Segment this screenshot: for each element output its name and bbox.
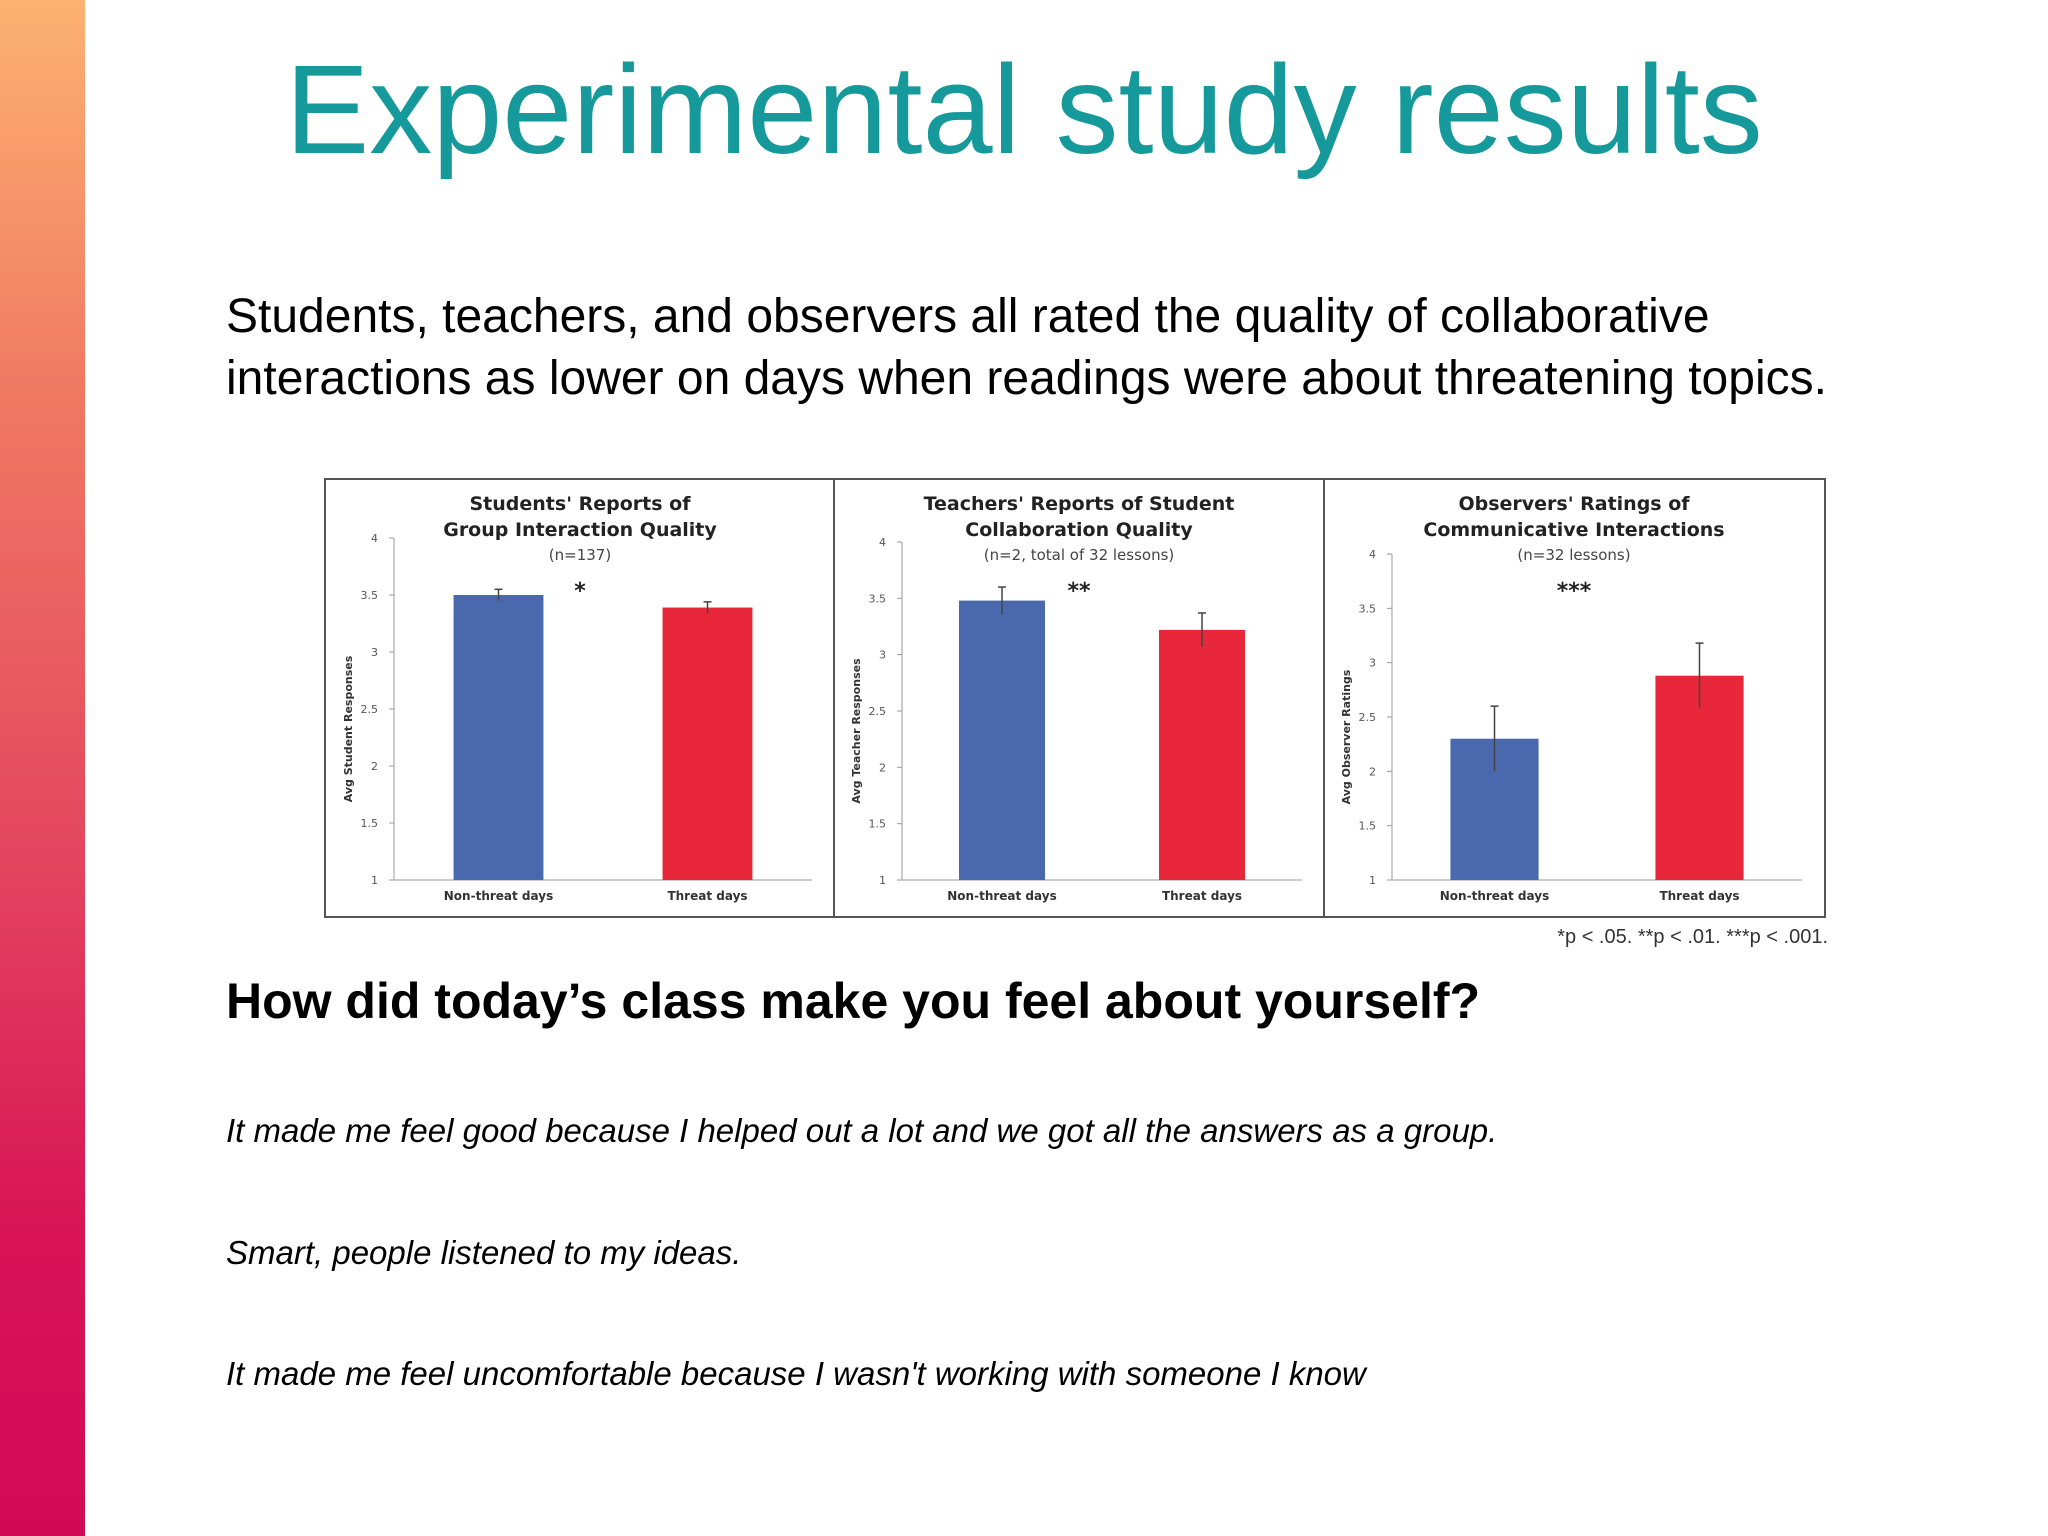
quote-1: It made me feel good because I helped ou… [226,1112,1498,1149]
x-tick-label: Threat days [667,889,747,903]
bar-threat [662,607,753,880]
chart-subtitle: (n=32 lessons) [1517,546,1630,564]
y-tick-label: 4 [371,532,378,545]
y-tick-label: 3 [1369,657,1376,670]
x-tick-label: Non-threat days [947,889,1056,903]
y-tick-label: 2.5 [869,705,887,718]
y-tick-label: 1.5 [1359,820,1377,833]
y-axis-label: Avg Teacher Responses [850,658,863,804]
chart-title-line-1: Teachers' Reports of Student [924,493,1235,515]
y-tick-label: 2.5 [1359,711,1377,724]
y-tick-label: 1 [879,874,886,887]
significance-marker: ** [1067,579,1091,604]
slide-title: Experimental study results [285,39,1763,180]
bar-threat [1159,629,1245,880]
bar-threat [1655,675,1744,880]
y-tick-label: 2.5 [361,703,379,716]
chart-title-line-2: Group Interaction Quality [443,519,717,541]
significance-marker: *** [1557,579,1592,604]
chart-subtitle: (n=137) [549,546,611,564]
significance-note: *p < .05. **p < .01. ***p < .001. [1557,926,1828,948]
accent-bar [0,0,85,1536]
quote-3: It made me feel uncomfortable because I … [226,1355,1366,1392]
y-tick-label: 2 [371,760,378,773]
y-tick-label: 1.5 [869,818,887,831]
x-tick-label: Threat days [1162,889,1242,903]
y-tick-label: 1 [1369,874,1376,887]
chart-subtitle: (n=2, total of 32 lessons) [984,546,1175,564]
x-tick-label: Non-threat days [1440,889,1549,903]
y-tick-label: 2 [879,761,886,774]
chart-title-line-2: Collaboration Quality [965,519,1193,541]
y-axis-label: Avg Observer Ratings [1340,669,1353,804]
y-tick-label: 1.5 [361,817,379,830]
y-axis-label: Avg Student Responses [342,655,355,802]
chart-svg: Students' Reports of Group Interaction Qu… [342,480,1802,916]
y-tick-label: 4 [879,536,886,549]
y-tick-label: 4 [1369,548,1376,561]
y-tick-label: 3.5 [869,592,887,605]
chart-title-line-1: Observers' Ratings of [1458,493,1690,515]
question-heading: How did today’s class make you feel abou… [226,973,1481,1029]
bar-non-threat [959,600,1045,880]
quote-2: Smart, people listened to my ideas. [226,1234,742,1271]
y-tick-label: 3.5 [1359,602,1377,615]
y-tick-label: 2 [1369,765,1376,778]
y-tick-label: 3.5 [361,589,379,602]
y-tick-label: 1 [371,874,378,887]
chart-title-line-2: Communicative Interactions [1423,519,1724,541]
intro-text: Students, teachers, and observers all ra… [226,290,1827,405]
y-tick-label: 3 [371,646,378,659]
chart-title-line-1: Students' Reports of [470,493,692,515]
y-tick-label: 3 [879,649,886,662]
x-tick-label: Threat days [1659,889,1739,903]
bar-chart-figure: Students' Reports of Group Interaction Qu… [324,478,1826,918]
significance-marker: * [574,579,586,604]
x-tick-label: Non-threat days [444,889,553,903]
bar-non-threat [453,595,544,880]
